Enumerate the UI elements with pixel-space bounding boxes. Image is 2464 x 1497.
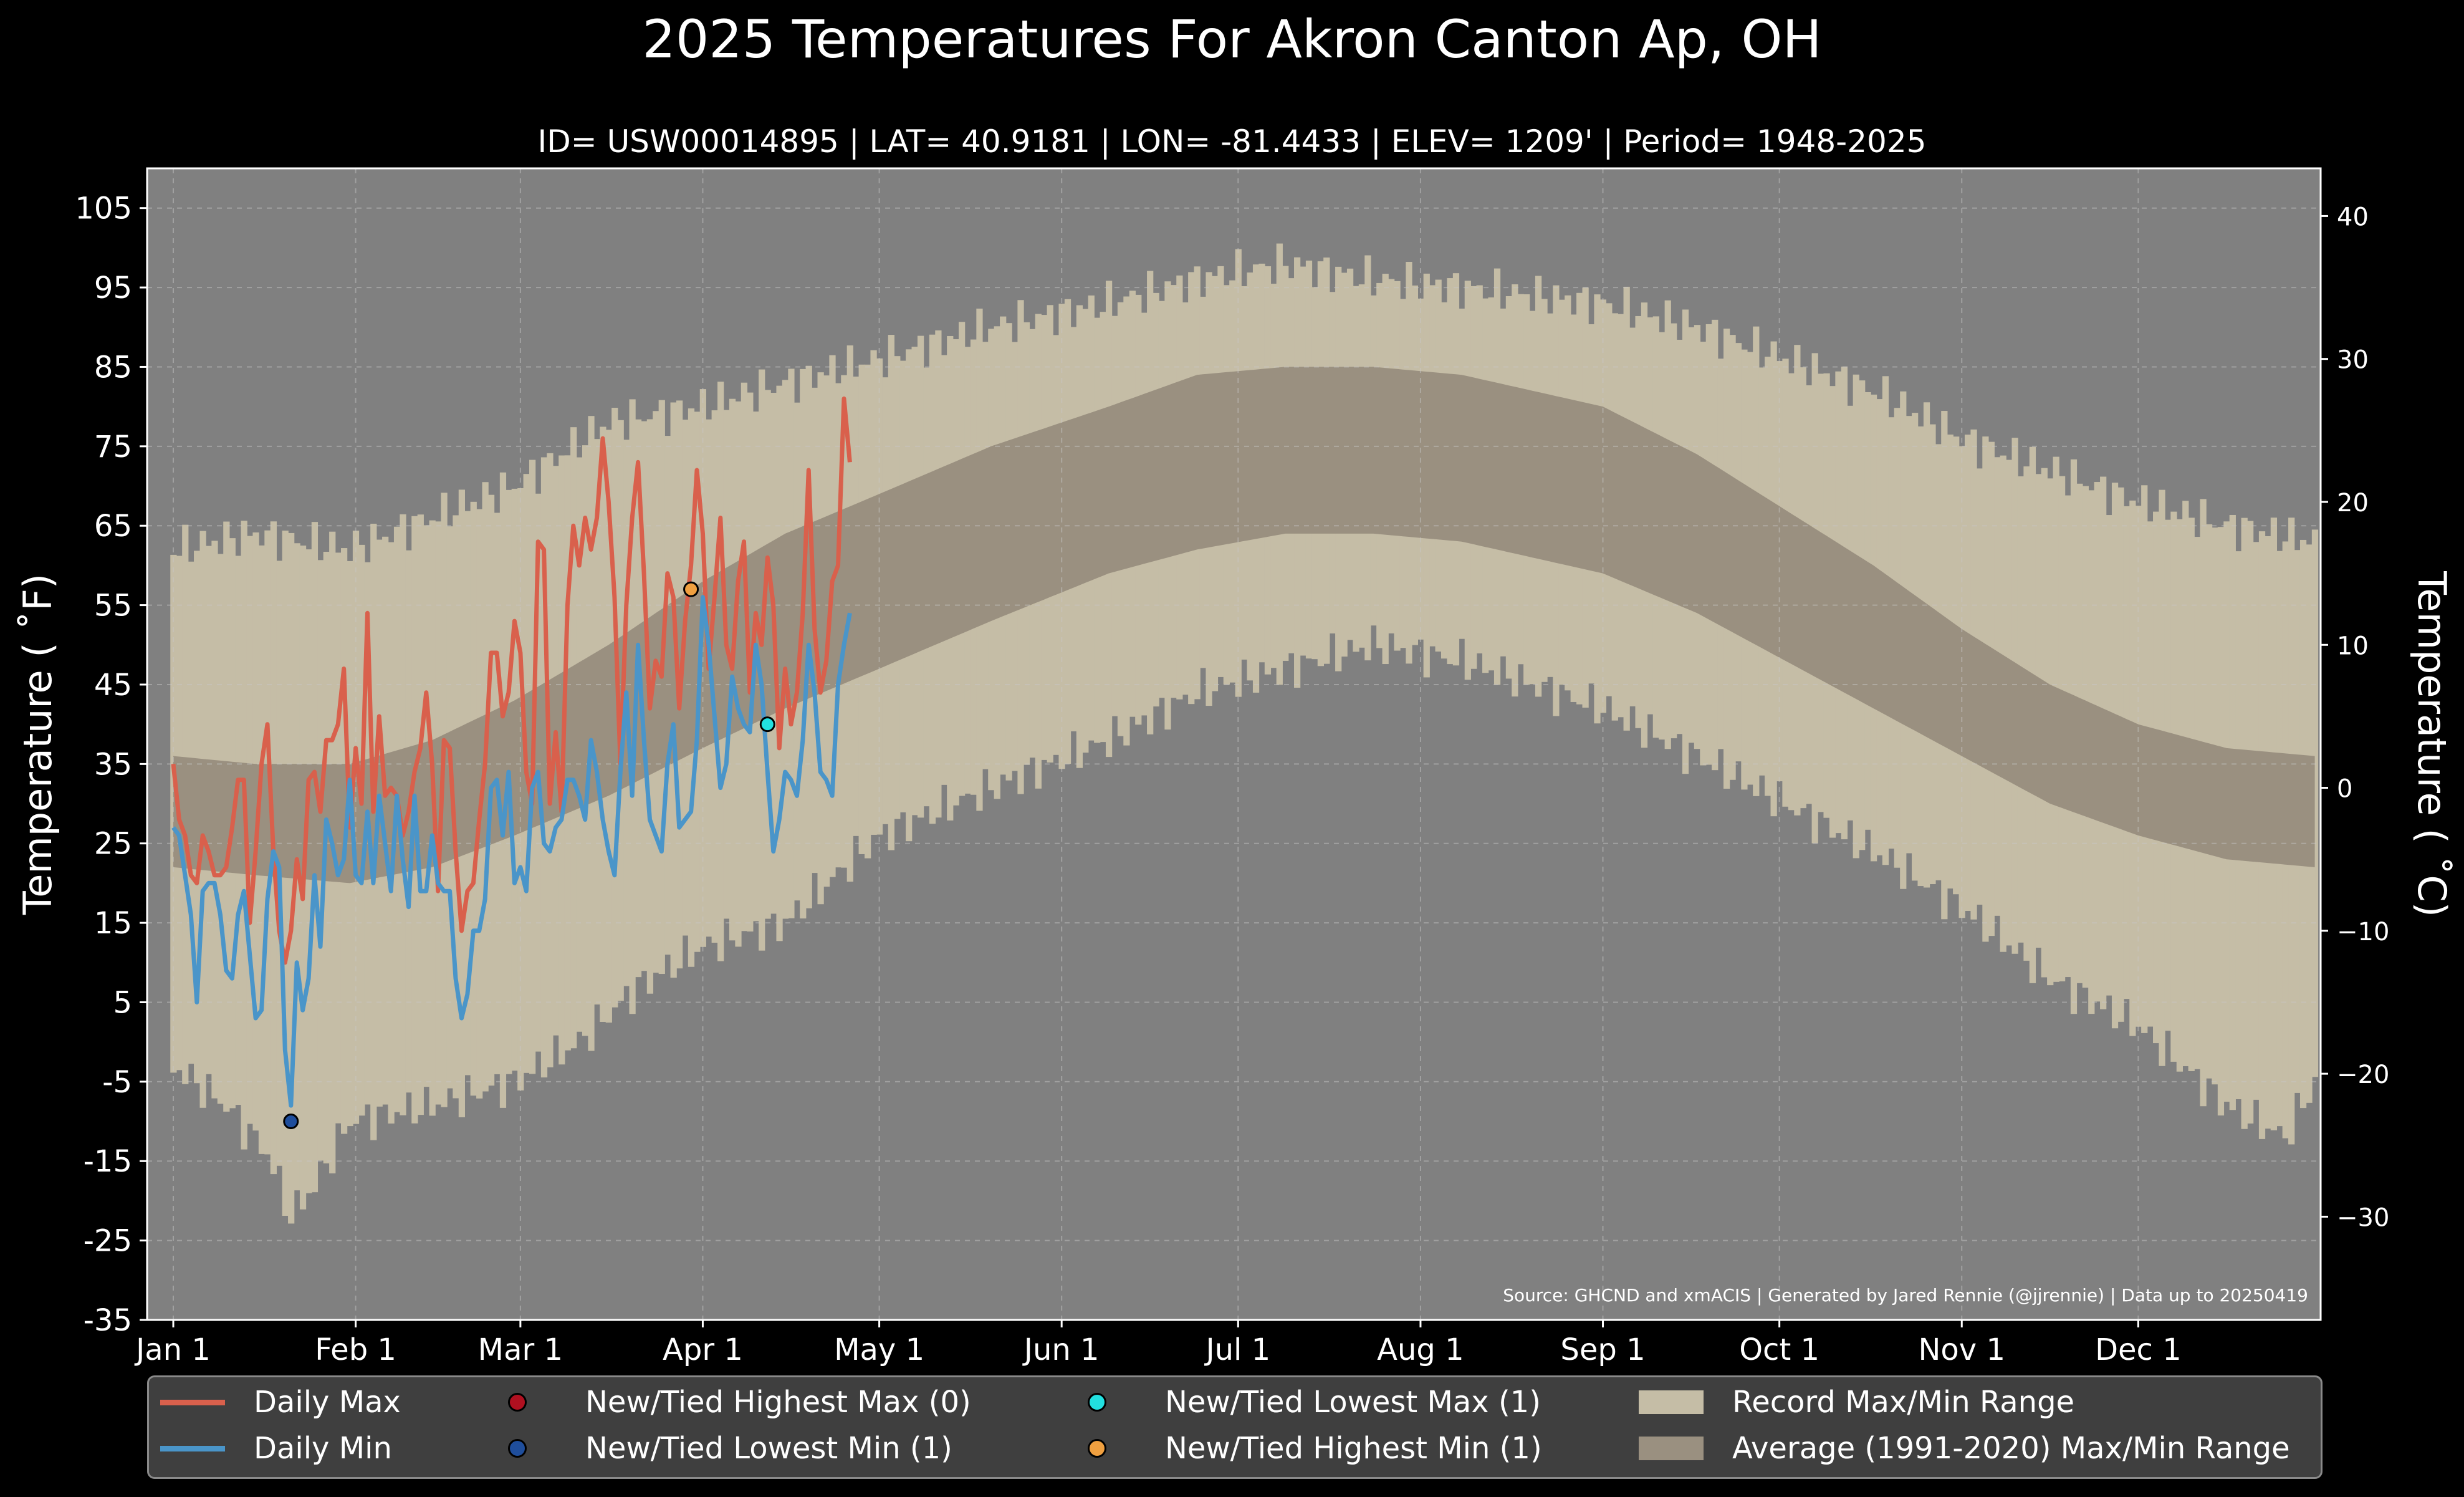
record-marker-new-tied-lowest-max — [759, 716, 775, 733]
daily-max-swatch — [160, 1399, 225, 1405]
legend-daily-min-label: Daily Min — [254, 1431, 392, 1466]
legend-new-lowest-min-label: New/Tied Lowest Min (1) — [585, 1431, 952, 1466]
y-tick-label: 25 — [94, 827, 132, 862]
temperature-chart: Source: GHCND and xmACIS | Generated by … — [15, 167, 2455, 1367]
daily-min-swatch — [160, 1445, 225, 1451]
legend-new-highest-min-label: New/Tied Highest Min (1) — [1165, 1431, 1542, 1466]
y-right-tick-label: 30 — [2337, 346, 2369, 375]
x-tick-label: Sep 1 — [1560, 1332, 1645, 1367]
y-right-tick-label: −20 — [2337, 1061, 2389, 1089]
x-tick-label: Aug 1 — [1377, 1332, 1464, 1367]
legend-new-highest-max-label: New/Tied Highest Max (0) — [585, 1385, 971, 1420]
record-range-bar — [2311, 529, 2319, 1077]
plot-frame — [146, 167, 2322, 1321]
legend-daily-min: Daily Min — [160, 1431, 392, 1466]
x-tick-label: Feb 1 — [315, 1332, 396, 1367]
x-tick-label: Jan 1 — [134, 1332, 211, 1367]
x-tick-label: Apr 1 — [663, 1332, 743, 1367]
y-tick-label: -15 — [84, 1144, 132, 1179]
y-tick-label: 65 — [94, 509, 132, 544]
record-marker-new-tied-lowest-min — [283, 1114, 299, 1130]
legend-average-range-label: Average (1991-2020) Max/Min Range — [1732, 1431, 2290, 1466]
highest-max-marker-icon — [508, 1393, 527, 1412]
record-range-bar — [288, 532, 295, 1224]
y-tick-label: 85 — [94, 350, 132, 385]
legend-record-range-label: Record Max/Min Range — [1732, 1385, 2075, 1420]
chart-title: 2025 Temperatures For Akron Canton Ap, O… — [642, 9, 1822, 70]
lowest-min-marker-icon — [508, 1439, 527, 1458]
daily-max-line — [171, 396, 852, 965]
y-right-tick-label: −10 — [2337, 918, 2389, 946]
highest-min-marker-icon — [1088, 1439, 1106, 1458]
y-right-tick-label: 0 — [2337, 775, 2352, 804]
y-tick-label: 75 — [94, 430, 132, 465]
legend-daily-max: Daily Max — [160, 1385, 401, 1420]
y-tick-label: 35 — [94, 747, 132, 782]
record-range-swatch — [1639, 1390, 1704, 1414]
legend-new-lowest-max-label: New/Tied Lowest Max (1) — [1165, 1385, 1541, 1420]
legend-daily-max-label: Daily Max — [254, 1385, 401, 1420]
chart-legend: Daily Max Daily Min New/Tied Highest Max… — [147, 1375, 2323, 1479]
record-marker-new-tied-highest-min — [683, 581, 699, 597]
y-tick-label: -5 — [102, 1065, 132, 1100]
y-tick-label: 105 — [75, 191, 132, 226]
x-tick-label: Nov 1 — [1919, 1332, 2005, 1367]
legend-new-lowest-max: New/Tied Lowest Max (1) — [1053, 1385, 1541, 1420]
legend-new-highest-min: New/Tied Highest Min (1) — [1053, 1431, 1542, 1466]
legend-new-highest-max: New/Tied Highest Max (0) — [473, 1385, 971, 1420]
y-tick-label: 45 — [94, 668, 132, 703]
x-tick-label: May 1 — [834, 1332, 924, 1367]
x-tick-label: Jun 1 — [1022, 1332, 1100, 1367]
y-tick-label: 55 — [94, 589, 132, 623]
x-tick-label: Dec 1 — [2095, 1332, 2182, 1367]
y-tick-label: 95 — [94, 271, 132, 306]
x-tick-label: Mar 1 — [478, 1332, 563, 1367]
x-tick-label: Jul 1 — [1204, 1332, 1270, 1367]
average-range-swatch — [1639, 1437, 1704, 1460]
legend-record-range: Record Max/Min Range — [1639, 1385, 2074, 1420]
y-tick-label: 5 — [113, 985, 132, 1020]
chart-subtitle: ID= USW00014895 | LAT= 40.9181 | LON= -8… — [537, 123, 1927, 160]
y-axis-label-right: Temperature ( ˚C) — [2409, 570, 2455, 917]
y-tick-label: -35 — [84, 1303, 132, 1338]
y-right-tick-label: 40 — [2337, 203, 2369, 231]
y-right-tick-label: 10 — [2337, 632, 2369, 660]
legend-average-range: Average (1991-2020) Max/Min Range — [1639, 1431, 2290, 1466]
y-axis-label: Temperature ( ˚F) — [15, 574, 60, 915]
y-right-tick-label: 20 — [2337, 489, 2369, 517]
x-tick-label: Oct 1 — [1739, 1332, 1819, 1367]
lowest-max-marker-icon — [1088, 1393, 1106, 1412]
legend-new-lowest-min: New/Tied Lowest Min (1) — [473, 1431, 952, 1466]
source-note: Source: GHCND and xmACIS | Generated by … — [1503, 1285, 2308, 1306]
y-right-tick-label: −30 — [2337, 1203, 2389, 1232]
y-tick-label: 15 — [94, 906, 132, 941]
y-tick-label: -25 — [84, 1224, 132, 1259]
average-range-band — [173, 367, 2315, 883]
daily-min-line — [171, 595, 852, 1108]
